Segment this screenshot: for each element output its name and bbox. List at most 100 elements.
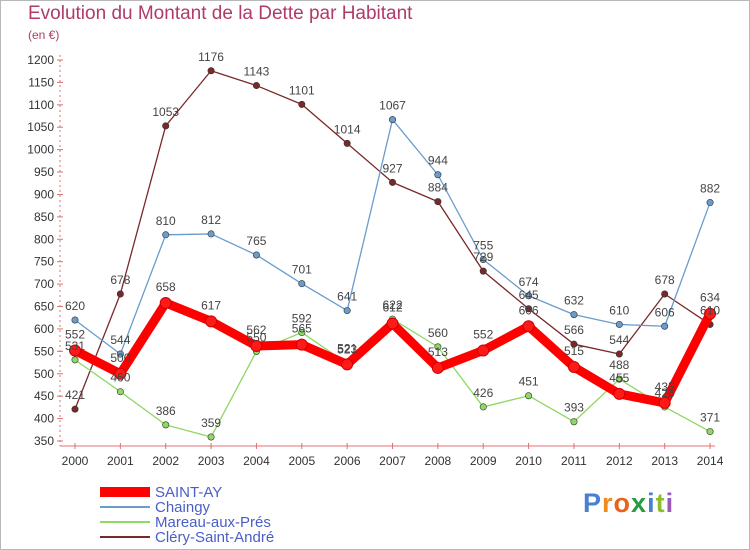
data-label: 701 (292, 263, 312, 277)
data-point (477, 344, 490, 357)
data-label: 927 (383, 161, 403, 175)
x-tick-label: 2007 (379, 454, 406, 468)
data-point (389, 178, 397, 186)
data-point (615, 320, 623, 328)
data-label: 678 (655, 273, 675, 287)
data-point (207, 230, 215, 238)
data-label: 658 (156, 280, 176, 294)
data-point (295, 338, 308, 351)
data-point (434, 343, 442, 351)
data-point (162, 231, 170, 239)
logo-letter: P (583, 488, 603, 518)
x-tick-label: 2008 (425, 454, 452, 468)
y-tick-label: 900 (34, 187, 54, 201)
chart-title: Evolution du Montant de la Dette par Hab… (28, 3, 413, 24)
data-label: 550 (246, 330, 266, 344)
data-label: 393 (564, 401, 584, 415)
data-point (479, 255, 487, 263)
data-label: 729 (473, 250, 493, 264)
data-label: 882 (700, 182, 720, 196)
y-tick-label: 1200 (27, 53, 54, 67)
data-label: 884 (428, 181, 448, 195)
data-label: 641 (337, 290, 357, 304)
data-label: 500 (110, 351, 130, 365)
data-point (567, 361, 580, 374)
y-tick-label: 950 (34, 165, 54, 179)
data-point (205, 315, 218, 328)
y-tick-label: 400 (34, 412, 54, 426)
data-label: 810 (156, 214, 176, 228)
x-tick-label: 2010 (515, 454, 542, 468)
data-label: 632 (564, 294, 584, 308)
data-label: 552 (473, 327, 493, 341)
data-point (116, 350, 124, 358)
y-tick-label: 750 (34, 255, 54, 269)
logo-letter: r (602, 488, 614, 518)
data-label: 435 (655, 380, 675, 394)
data-label: 678 (110, 273, 130, 287)
legend-swatch (100, 506, 150, 508)
data-label: 645 (519, 288, 539, 302)
y-tick-label: 550 (34, 344, 54, 358)
data-label: 944 (428, 154, 448, 168)
x-tick-label: 2013 (651, 454, 678, 468)
x-tick-label: 2012 (606, 454, 633, 468)
data-label: 1143 (244, 65, 270, 79)
legend-swatch (100, 521, 150, 523)
data-label: 544 (110, 333, 130, 347)
series-lines (69, 67, 717, 441)
data-point (434, 198, 442, 206)
data-point (704, 307, 717, 320)
x-tick-label: 2001 (107, 454, 134, 468)
data-point (71, 316, 79, 324)
data-point (162, 421, 170, 429)
x-tick-label: 2002 (152, 454, 179, 468)
y-tick-label: 450 (34, 389, 54, 403)
x-tick-label: 2006 (334, 454, 361, 468)
data-label: 1053 (152, 105, 179, 119)
data-label: 1101 (289, 83, 315, 97)
data-label: 812 (201, 213, 221, 227)
data-label: 544 (609, 333, 629, 347)
data-point (298, 280, 306, 288)
data-label: 565 (292, 322, 312, 336)
data-point (479, 267, 487, 275)
data-label: 606 (655, 305, 675, 319)
data-point (116, 290, 124, 298)
data-point (525, 292, 533, 300)
y-tick-label: 1150 (28, 75, 54, 89)
legend: SAINT-AYChaingyMareau-aux-PrésCléry-Sain… (100, 484, 274, 546)
data-label: 1176 (198, 50, 224, 64)
y-tick-label: 350 (34, 434, 54, 448)
data-point (114, 367, 127, 380)
y-tick-label: 650 (34, 300, 54, 314)
data-point (159, 296, 172, 309)
y-tick-label: 1050 (27, 120, 54, 134)
data-point (525, 305, 533, 313)
y-tick-label: 500 (34, 367, 54, 381)
data-label: 359 (201, 416, 221, 430)
data-point (479, 403, 487, 411)
data-point (570, 340, 578, 348)
data-point (207, 67, 215, 75)
legend-label: Mareau-aux-Prés (155, 514, 271, 531)
data-label: 552 (65, 327, 85, 341)
data-point (522, 320, 535, 333)
data-point (613, 387, 626, 400)
x-tick-label: 2000 (62, 454, 89, 468)
data-point (298, 329, 306, 337)
data-point (389, 116, 397, 124)
legend-swatch (100, 487, 150, 497)
y-tick-label: 1100 (28, 98, 54, 112)
x-tick-label: 2014 (697, 454, 724, 468)
data-label: 531 (65, 339, 85, 353)
logo-letter: i (665, 488, 675, 518)
data-label: 426 (473, 386, 493, 400)
data-point (615, 375, 623, 383)
data-point (341, 358, 354, 371)
chart-subtitle: (en €) (28, 28, 60, 42)
data-point (71, 356, 79, 364)
data-point (116, 388, 124, 396)
data-point (386, 317, 399, 330)
